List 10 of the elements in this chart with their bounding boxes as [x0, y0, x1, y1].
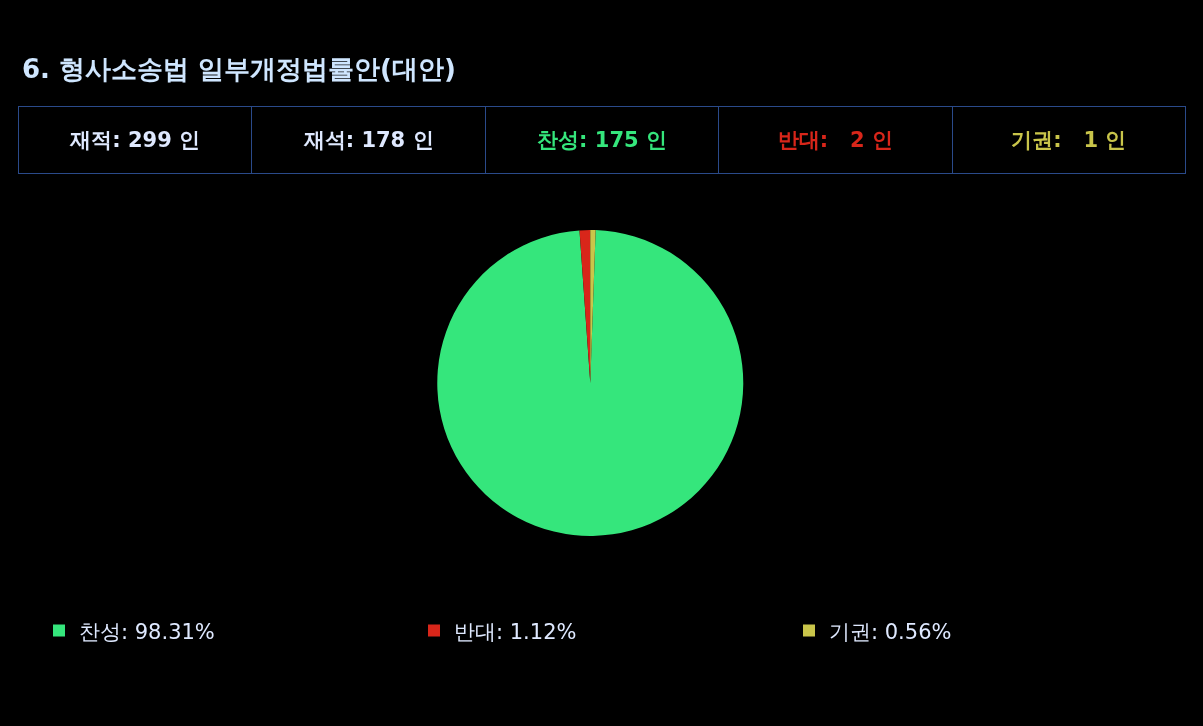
text: 재석: 178 인 [252, 107, 486, 173]
pie-slice [437, 230, 744, 536]
text: 찬성: 175 인 [485, 107, 720, 173]
legend-label: 찬성: 98.31% [79, 619, 215, 644]
legend-label: 반대: 1.12% [454, 619, 577, 644]
text: 기권: 1 인 [1010, 127, 1128, 154]
text: 반대: 2 인 [719, 107, 953, 173]
text: 재적: 299 인 [19, 107, 253, 173]
legend-label: 기권: 0.56% [829, 619, 952, 644]
chart-title: 6. 형사소송법 일부개정법률안(대안) [22, 53, 456, 86]
